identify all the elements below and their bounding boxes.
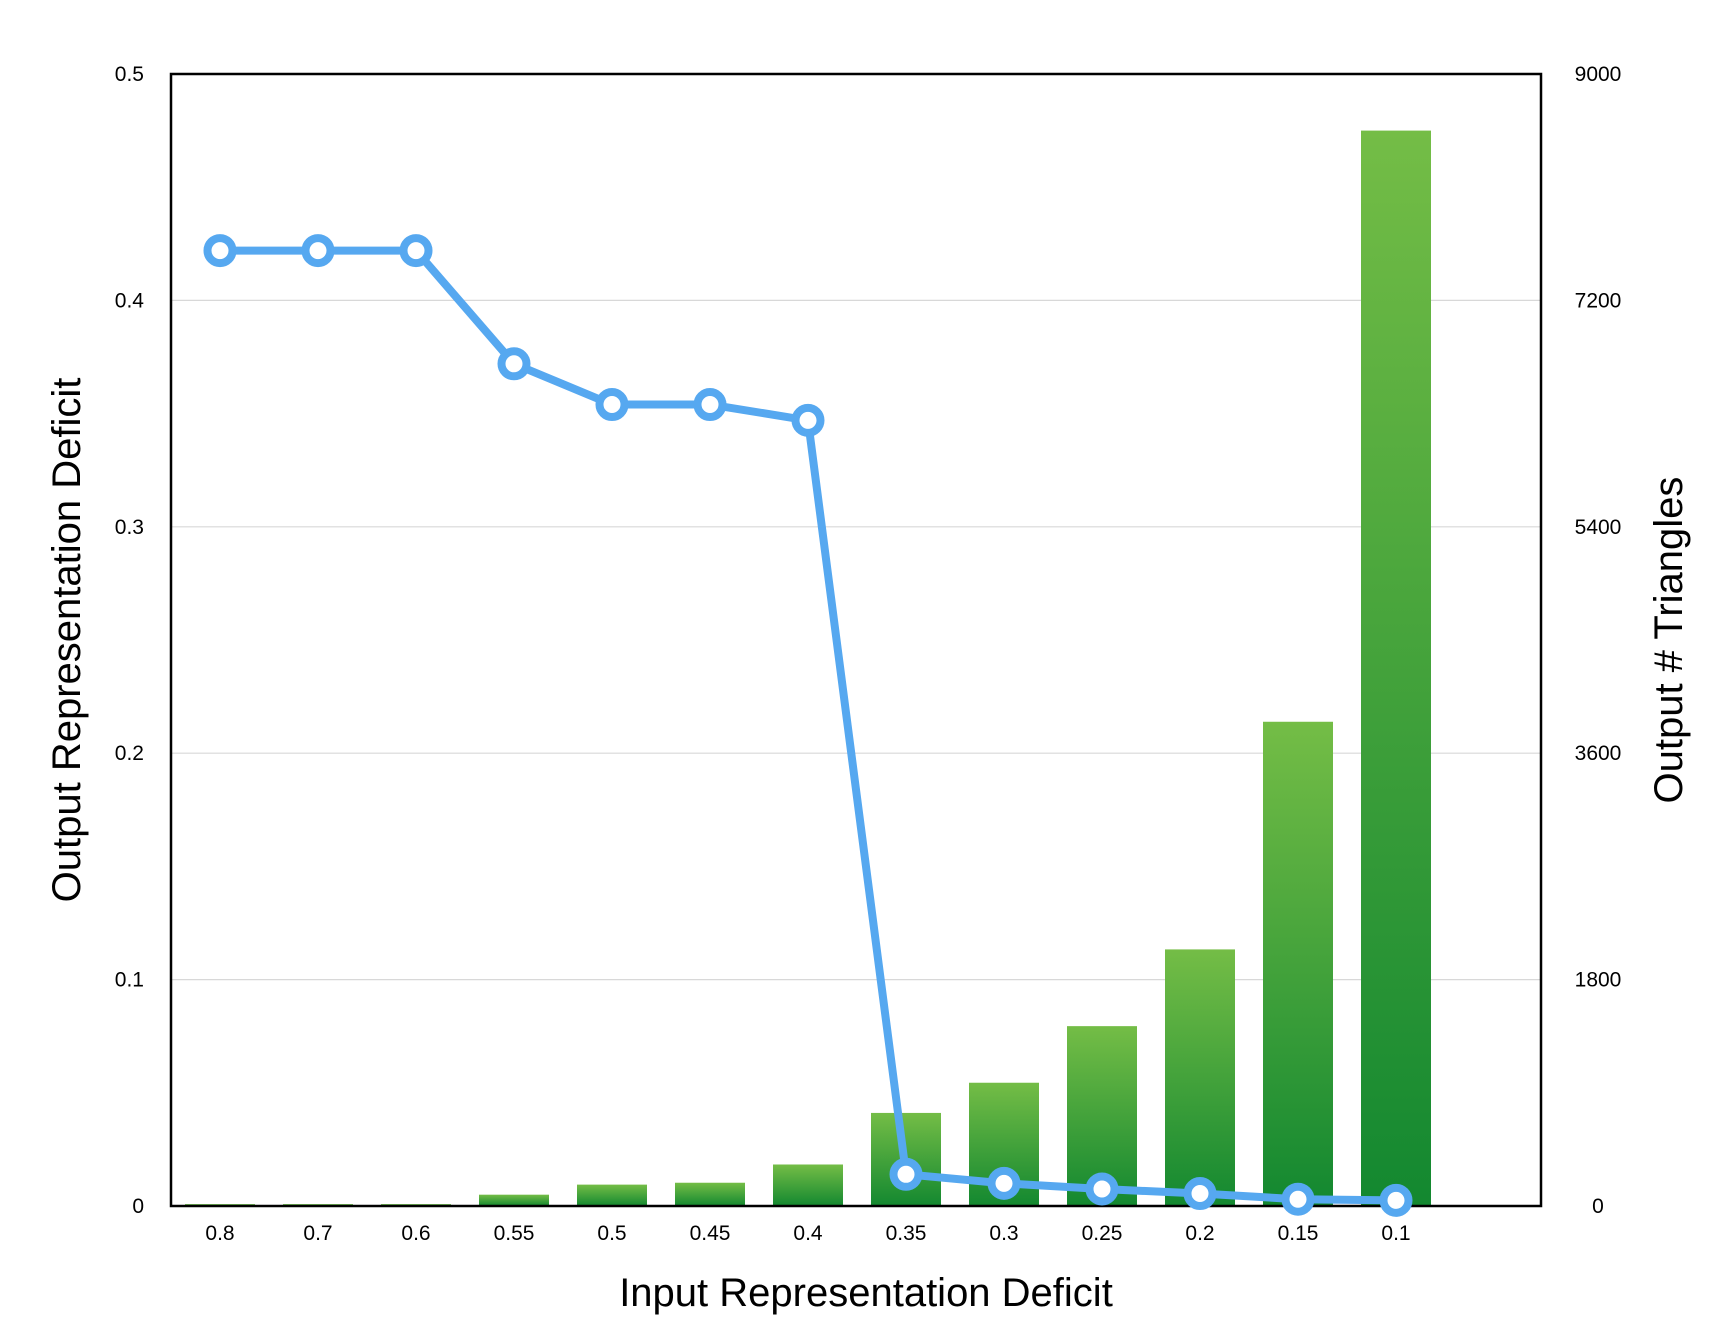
line-point: [693, 388, 727, 422]
bar: [1263, 721, 1333, 1206]
bar: [479, 1194, 549, 1206]
right-tick-label: 0: [1592, 1195, 1604, 1218]
x-tick-label: 0.35: [886, 1222, 927, 1245]
line-point: [399, 234, 433, 268]
line-point: [1183, 1177, 1217, 1211]
x-tick-label: 0.45: [690, 1222, 731, 1245]
x-tick-label: 0.25: [1082, 1222, 1123, 1245]
left-tick-label: 0.2: [115, 742, 144, 765]
plot-frame: [169, 72, 1543, 1208]
x-tick-label: 0.6: [401, 1222, 430, 1245]
bar-series: [185, 130, 1431, 1207]
x-tick-label: 0.55: [494, 1222, 535, 1245]
bar: [1165, 949, 1235, 1206]
x-tick-label: 0.2: [1185, 1222, 1214, 1245]
line-point: [1379, 1183, 1413, 1217]
line-point: [203, 234, 237, 268]
left-tick-label: 0.5: [115, 63, 144, 86]
line-point: [1085, 1172, 1119, 1206]
line-point: [301, 234, 335, 268]
left-axis-title: Output Representation Deficit: [45, 378, 89, 903]
x-tick-label: 0.15: [1278, 1222, 1319, 1245]
x-tick-label: 0.5: [597, 1222, 626, 1245]
line-point: [1281, 1182, 1315, 1216]
x-tick-label: 0.8: [205, 1222, 234, 1245]
line-point: [595, 388, 629, 422]
bar: [773, 1164, 843, 1206]
left-axis-ticks: 0 0.1 0.2 0.3 0.4 0.5: [115, 63, 145, 1218]
right-tick-label: 3600: [1575, 742, 1622, 765]
left-tick-label: 0.3: [115, 516, 144, 539]
x-axis-ticks: 0.8 0.7 0.6 0.55 0.5 0.45 0.4 0.35 0.3 0.25 0.2 0.1…: [205, 1222, 1410, 1245]
bar: [1361, 130, 1431, 1207]
x-tick-label: 0.7: [303, 1222, 332, 1245]
line-point: [987, 1166, 1021, 1200]
right-tick-label: 7200: [1575, 289, 1622, 312]
grid-lines: [171, 299, 1541, 981]
bar: [577, 1184, 647, 1206]
left-tick-label: 0.1: [115, 969, 144, 992]
right-tick-label: 1800: [1575, 969, 1622, 992]
x-axis-title: Input Representation Deficit: [619, 1271, 1113, 1315]
x-tick-label: 0.3: [989, 1222, 1018, 1245]
x-tick-label: 0.4: [793, 1222, 823, 1245]
right-axis-ticks: 0 1800 3600 5400 7200 9000: [1575, 63, 1622, 1218]
right-axis-title: Output # Triangles: [1647, 477, 1691, 804]
line-point: [889, 1157, 923, 1191]
line-series: [203, 234, 1413, 1217]
right-tick-label: 5400: [1575, 516, 1622, 539]
left-tick-label: 0: [132, 1195, 144, 1218]
left-tick-label: 0.4: [115, 289, 145, 312]
bar: [675, 1182, 745, 1206]
line-point: [497, 347, 531, 381]
line-point: [791, 403, 825, 437]
x-tick-label: 0.1: [1381, 1222, 1410, 1245]
right-tick-label: 9000: [1575, 63, 1622, 86]
